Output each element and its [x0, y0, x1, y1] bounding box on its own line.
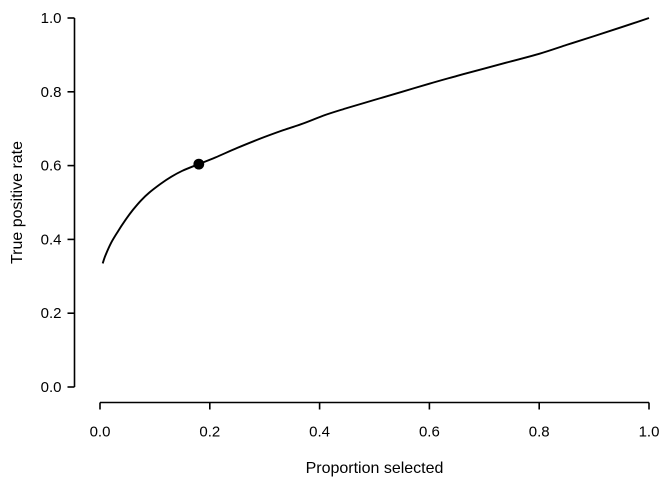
x-axis: 0.0 0.2 0.4 0.6 0.8 1.0 — [90, 401, 660, 441]
y-axis-title: True positive rate — [9, 141, 26, 264]
y-tick-label: 0.6 — [41, 158, 62, 175]
y-tick-label: 0.2 — [41, 305, 62, 322]
x-tick-label: 0.4 — [309, 424, 330, 441]
marked-data-point — [193, 158, 205, 170]
x-tick-label: 0.0 — [90, 424, 111, 441]
x-tick-label: 0.6 — [419, 424, 440, 441]
tpr-curve-line — [101, 17, 650, 264]
x-tick-label: 0.8 — [529, 424, 550, 441]
x-axis-title: Proportion selected — [306, 460, 444, 477]
y-tick-label: 0.0 — [41, 379, 62, 396]
y-tick-label: 0.8 — [41, 84, 62, 101]
y-tick-label: 0.4 — [41, 231, 62, 248]
y-axis: 0.0 0.2 0.4 0.6 0.8 1.0 — [41, 10, 76, 396]
y-tick-label: 1.0 — [41, 10, 62, 27]
x-tick-label: 0.2 — [199, 424, 220, 441]
x-tick-label: 1.0 — [639, 424, 660, 441]
